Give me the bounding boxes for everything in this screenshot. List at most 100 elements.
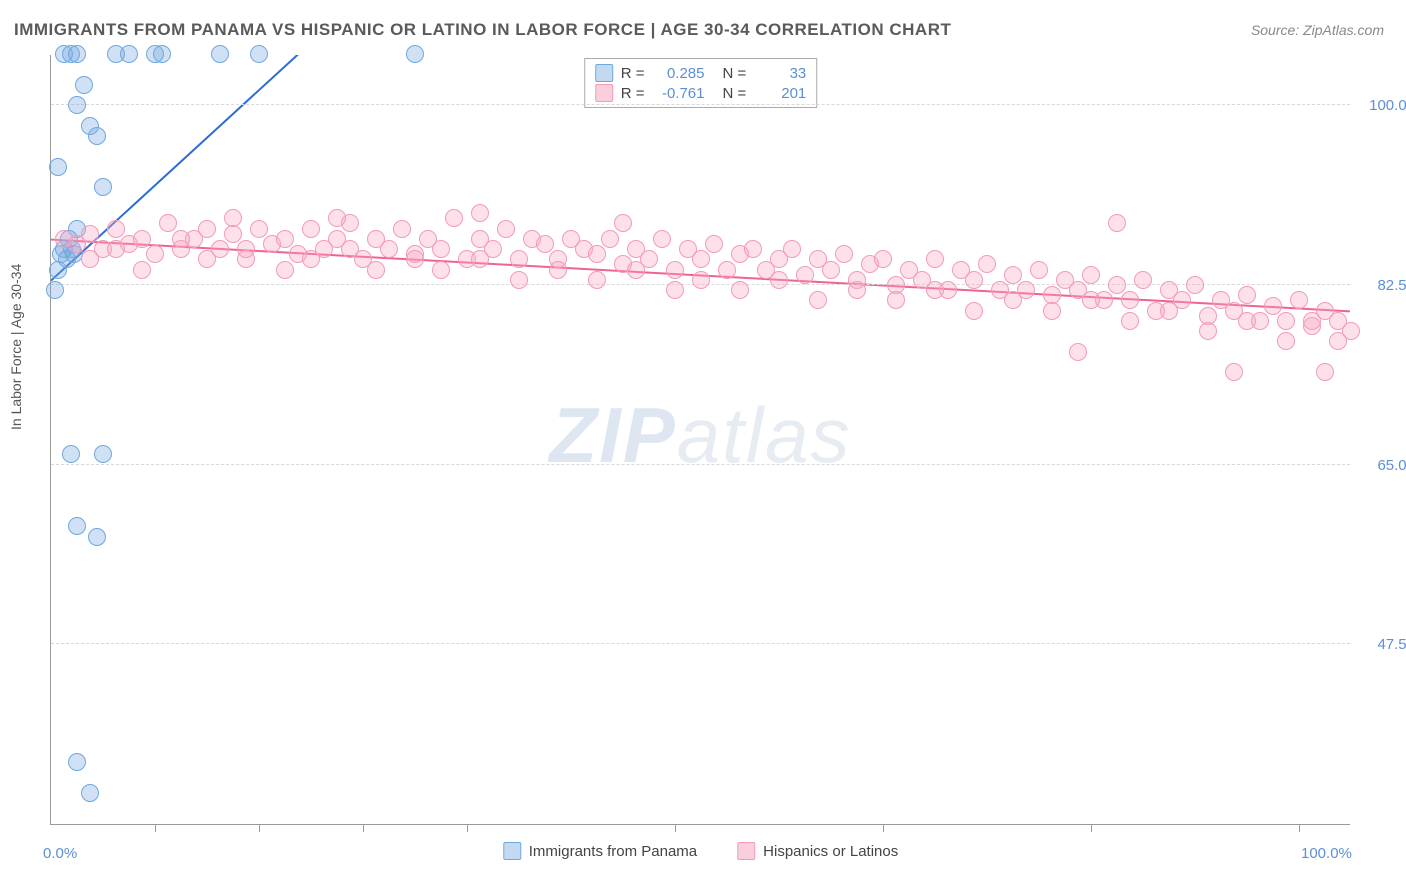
data-point-hispanic [510, 250, 528, 268]
data-point-panama [88, 528, 106, 546]
data-point-hispanic [965, 302, 983, 320]
data-point-hispanic [666, 261, 684, 279]
data-point-hispanic [302, 250, 320, 268]
data-point-hispanic [341, 240, 359, 258]
data-point-hispanic [1277, 312, 1295, 330]
data-point-hispanic [835, 245, 853, 263]
data-point-hispanic [1121, 291, 1139, 309]
data-point-hispanic [81, 250, 99, 268]
x-tick-label: 100.0% [1301, 845, 1352, 862]
data-point-hispanic [133, 261, 151, 279]
legend-n-label: N = [723, 85, 747, 102]
legend-r-value: -0.761 [657, 85, 705, 102]
data-point-panama [75, 76, 93, 94]
data-point-hispanic [1082, 291, 1100, 309]
y-tick-label: 47.5% [1360, 636, 1406, 653]
data-point-hispanic [614, 214, 632, 232]
data-point-hispanic [627, 261, 645, 279]
legend-r-label: R = [621, 85, 645, 102]
legend-n-value: 33 [758, 65, 806, 82]
data-point-hispanic [81, 225, 99, 243]
x-tick [259, 824, 260, 832]
data-point-hispanic [276, 230, 294, 248]
gridline [51, 643, 1350, 644]
legend-correlation: R =0.285N =33R =-0.761N =201 [584, 58, 818, 108]
x-tick [363, 824, 364, 832]
data-point-panama [68, 96, 86, 114]
data-point-hispanic [1238, 312, 1256, 330]
legend-item-hispanic: Hispanics or Latinos [737, 842, 898, 860]
x-tick [467, 824, 468, 832]
legend-r-label: R = [621, 65, 645, 82]
data-point-hispanic [276, 261, 294, 279]
legend-series-label: Hispanics or Latinos [763, 843, 898, 860]
data-point-hispanic [471, 204, 489, 222]
x-tick-label: 0.0% [43, 845, 77, 862]
data-point-hispanic [471, 250, 489, 268]
data-point-hispanic [406, 250, 424, 268]
data-point-hispanic [133, 230, 151, 248]
data-point-hispanic [822, 261, 840, 279]
data-point-hispanic [692, 250, 710, 268]
data-point-hispanic [1121, 312, 1139, 330]
chart-title: IMMIGRANTS FROM PANAMA VS HISPANIC OR LA… [14, 20, 951, 40]
legend-item-panama: Immigrants from Panama [503, 842, 697, 860]
data-point-hispanic [705, 235, 723, 253]
legend-r-value: 0.285 [657, 65, 705, 82]
x-tick [1091, 824, 1092, 832]
data-point-hispanic [783, 240, 801, 258]
legend-swatch [503, 842, 521, 860]
legend-row-hispanic: R =-0.761N =201 [595, 83, 807, 103]
y-tick-label: 100.0% [1360, 97, 1406, 114]
data-point-hispanic [1329, 332, 1347, 350]
data-point-hispanic [1238, 286, 1256, 304]
data-point-hispanic [159, 214, 177, 232]
data-point-hispanic [744, 240, 762, 258]
data-point-hispanic [588, 245, 606, 263]
data-point-hispanic [1186, 276, 1204, 294]
data-point-hispanic [1303, 312, 1321, 330]
data-point-hispanic [1004, 266, 1022, 284]
data-point-hispanic [1264, 297, 1282, 315]
data-point-hispanic [809, 291, 827, 309]
legend-swatch [595, 64, 613, 82]
x-tick [883, 824, 884, 832]
data-point-hispanic [770, 271, 788, 289]
data-point-panama [211, 45, 229, 63]
y-tick-label: 65.0% [1360, 457, 1406, 474]
data-point-hispanic [848, 281, 866, 299]
data-point-hispanic [1160, 302, 1178, 320]
data-point-panama [153, 45, 171, 63]
data-point-hispanic [588, 271, 606, 289]
legend-n-label: N = [723, 65, 747, 82]
data-point-hispanic [393, 220, 411, 238]
data-point-hispanic [536, 235, 554, 253]
data-point-hispanic [107, 220, 125, 238]
data-point-hispanic [510, 271, 528, 289]
legend-series-label: Immigrants from Panama [529, 843, 697, 860]
data-point-hispanic [328, 209, 346, 227]
legend-row-panama: R = 0.285 N = 33 [595, 63, 807, 83]
data-point-panama [68, 45, 86, 63]
data-point-hispanic [978, 255, 996, 273]
data-point-hispanic [1004, 291, 1022, 309]
data-point-hispanic [224, 209, 242, 227]
data-point-hispanic [1108, 214, 1126, 232]
data-point-panama [88, 127, 106, 145]
data-point-hispanic [445, 209, 463, 227]
data-point-hispanic [796, 266, 814, 284]
data-point-hispanic [926, 281, 944, 299]
gridline [51, 104, 1350, 105]
data-point-hispanic [1082, 266, 1100, 284]
data-point-hispanic [1199, 322, 1217, 340]
data-point-hispanic [1277, 332, 1295, 350]
data-point-hispanic [432, 261, 450, 279]
data-point-panama [62, 445, 80, 463]
data-point-hispanic [250, 220, 268, 238]
data-point-hispanic [1290, 291, 1308, 309]
data-point-hispanic [926, 250, 944, 268]
data-point-hispanic [1134, 271, 1152, 289]
legend-swatch [595, 84, 613, 102]
data-point-panama [250, 45, 268, 63]
data-point-hispanic [380, 240, 398, 258]
